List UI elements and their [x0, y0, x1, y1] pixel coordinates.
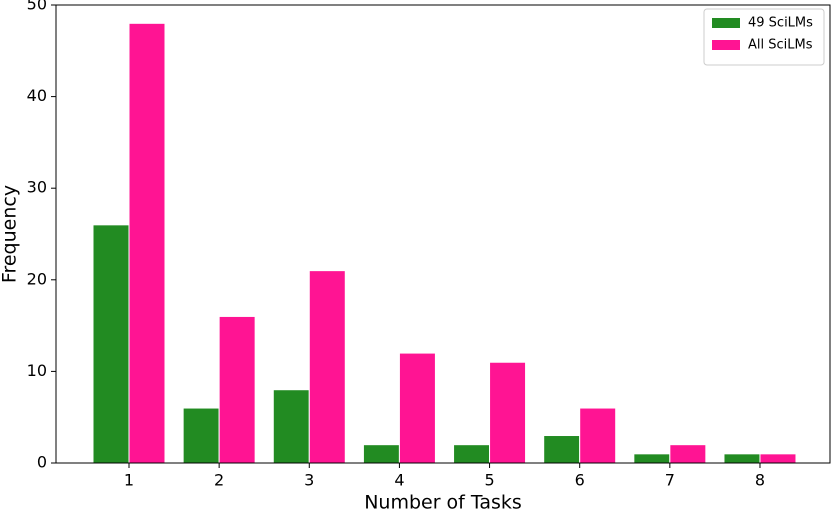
bar — [489, 361, 527, 464]
x-tick-label: 2 — [214, 471, 224, 490]
bar — [272, 389, 310, 464]
bar — [182, 407, 220, 464]
y-tick-label: 30 — [27, 178, 47, 197]
legend-swatch — [712, 40, 740, 50]
y-tick-label: 50 — [27, 0, 47, 14]
bar — [128, 22, 166, 464]
x-tick-label: 6 — [575, 471, 585, 490]
x-tick-label: 3 — [304, 471, 314, 490]
y-tick-label: 20 — [27, 269, 47, 288]
y-tick-label: 40 — [27, 86, 47, 105]
bar — [543, 435, 581, 464]
bar — [308, 270, 346, 464]
x-axis-label: Number of Tasks — [364, 492, 522, 514]
bar — [92, 224, 130, 464]
x-tick-label: 4 — [394, 471, 404, 490]
x-tick-label: 7 — [665, 471, 675, 490]
bar — [453, 444, 491, 464]
plot-frame — [55, 4, 831, 464]
legend-label: 49 SciLMs — [748, 16, 813, 31]
bar — [579, 407, 617, 464]
x-tick-label: 8 — [755, 471, 765, 490]
legend-label: All SciLMs — [748, 38, 813, 53]
bar — [723, 453, 761, 464]
legend-swatch — [712, 18, 740, 28]
x-tick-label: 5 — [484, 471, 494, 490]
y-tick-label: 0 — [37, 453, 47, 472]
y-axis-label: Frequency — [0, 185, 21, 283]
bar — [633, 453, 671, 464]
bar — [669, 444, 707, 464]
x-tick-label: 1 — [124, 471, 134, 490]
y-tick-label: 10 — [27, 361, 47, 380]
bar — [398, 352, 436, 464]
bar — [759, 453, 797, 464]
bar — [218, 315, 256, 464]
bar — [362, 444, 400, 464]
